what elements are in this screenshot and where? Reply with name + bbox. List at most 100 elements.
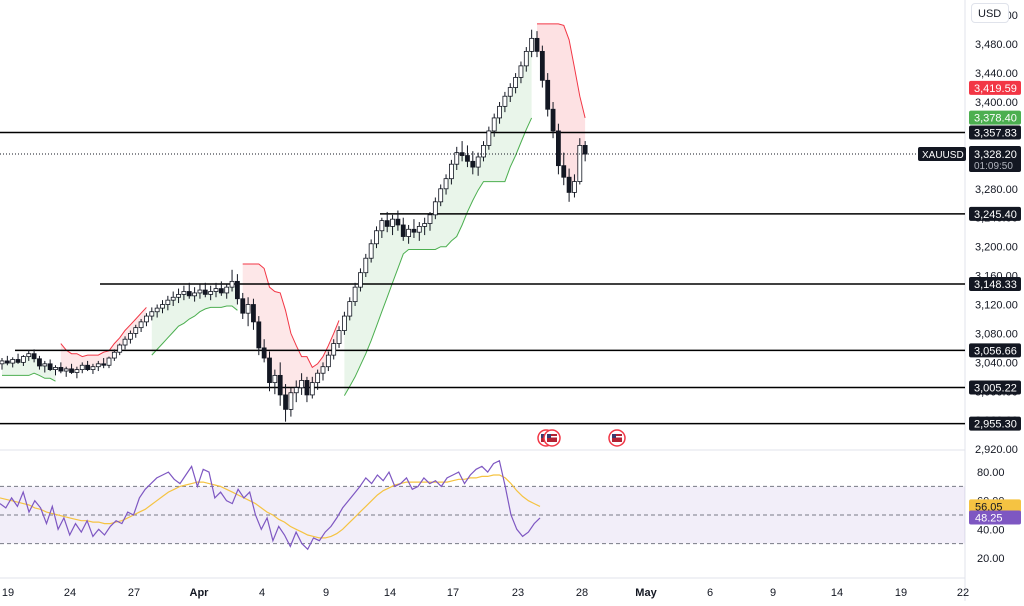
candle-body <box>133 327 139 334</box>
candle <box>395 210 401 231</box>
price-axis-tick: 3,120.00 <box>975 300 1018 312</box>
candle <box>304 376 310 403</box>
flag-canton <box>541 434 545 438</box>
candle-body <box>20 356 26 363</box>
level-price-label: 3,357.83 <box>974 128 1017 140</box>
candle-body <box>582 145 588 155</box>
supertrend-fill <box>242 264 339 403</box>
candle <box>416 222 422 241</box>
currency-button[interactable]: USD <box>971 3 1009 23</box>
candle <box>341 311 347 335</box>
candle <box>165 295 171 311</box>
candle <box>63 366 69 377</box>
candle-body <box>208 291 214 295</box>
candle-body <box>448 163 454 180</box>
candle-body <box>491 117 497 132</box>
candle-body <box>507 87 513 97</box>
candle-body <box>422 223 428 227</box>
candle <box>336 326 342 348</box>
candle <box>213 282 219 298</box>
candle-body <box>251 304 256 323</box>
candle <box>251 298 256 330</box>
candle-body <box>577 145 583 182</box>
rsi-axis-tick: 80.00 <box>977 467 1005 479</box>
rsi-axis-tick: 20.00 <box>977 553 1005 565</box>
candle-body <box>160 304 165 309</box>
candle <box>572 174 577 198</box>
candle-body <box>432 201 438 216</box>
candle-body <box>550 108 556 132</box>
candle <box>26 350 32 361</box>
candle-body <box>368 243 374 259</box>
candle <box>192 287 198 302</box>
candle <box>561 152 567 186</box>
symbol-tag-bg <box>918 146 966 161</box>
candle-body <box>127 333 133 340</box>
candle <box>90 363 96 374</box>
candle-body <box>256 321 262 349</box>
candle-body <box>454 152 460 165</box>
time-axis-tick: 28 <box>576 587 588 599</box>
level-price-label: 3,005.22 <box>974 383 1017 395</box>
candle-body <box>165 299 171 305</box>
price-axis-tick: 3,040.00 <box>975 357 1018 369</box>
candle <box>518 61 524 84</box>
candle-body <box>288 392 294 410</box>
candle-body <box>79 364 85 371</box>
time-axis-tick: 27 <box>128 587 140 599</box>
candle <box>20 355 26 366</box>
candle <box>240 292 246 319</box>
candle <box>133 324 139 338</box>
flag-stripe <box>547 436 557 438</box>
rsi-band <box>0 486 965 544</box>
rsi-value-label-bg <box>969 510 1021 525</box>
candle <box>363 253 369 278</box>
candle <box>101 358 107 369</box>
candle <box>352 282 358 306</box>
price-axis-tick: 3,200.00 <box>975 242 1018 254</box>
candle <box>186 282 192 299</box>
candle-body <box>363 257 369 274</box>
candle <box>47 359 53 372</box>
candle-body <box>341 315 347 331</box>
candle <box>374 226 379 249</box>
candle-body <box>304 380 310 396</box>
supertrend-line <box>151 305 238 356</box>
candle-body <box>74 369 80 373</box>
candle-body <box>411 228 417 233</box>
candle-body <box>192 292 198 297</box>
candle <box>277 362 283 406</box>
candle <box>475 152 481 176</box>
time-axis-tick: 14 <box>831 587 843 599</box>
candle <box>202 282 208 298</box>
candle-body <box>267 357 272 384</box>
candle <box>74 366 80 379</box>
candle-body <box>518 65 524 78</box>
candle <box>229 269 235 292</box>
time-axis: 19 24 27 Apr 4 9 14 17 23 28 May 6 9 14 19 22 <box>2 587 969 599</box>
candle <box>529 29 535 58</box>
price-axis-tick: 2,920.00 <box>975 444 1018 456</box>
candle-body <box>69 368 74 373</box>
candle-body <box>336 330 342 344</box>
candle-body <box>31 353 37 360</box>
candle-body <box>320 366 326 374</box>
candle <box>368 239 374 263</box>
us-flag-icon <box>608 429 626 447</box>
candle-body <box>234 280 240 300</box>
time-axis-tick: 9 <box>323 587 329 599</box>
candle-body <box>229 280 235 288</box>
candle <box>497 102 502 124</box>
candle <box>272 369 278 395</box>
candle <box>556 123 561 175</box>
candle-body <box>42 363 48 367</box>
candle-body <box>277 374 283 396</box>
candle-body <box>443 178 449 190</box>
candle <box>513 73 518 94</box>
candle-body <box>374 230 379 245</box>
candle <box>577 138 583 185</box>
time-axis-tick: 6 <box>707 587 713 599</box>
event-markers <box>537 429 626 447</box>
